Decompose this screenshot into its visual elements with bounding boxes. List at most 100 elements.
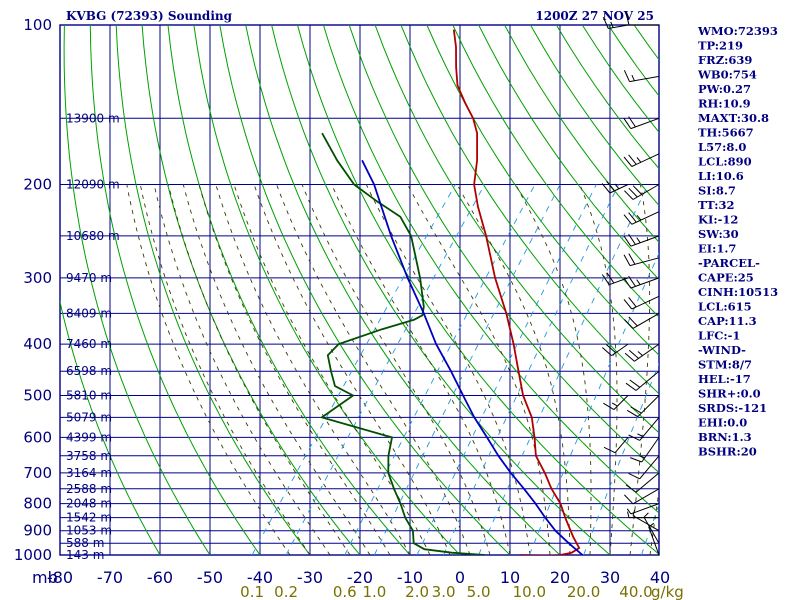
temperature-line (452, 29, 581, 555)
index-line: L57:8.0 (698, 140, 746, 154)
temperature-tick-label: -50 (197, 568, 223, 587)
pressure-tick-label: 500 (23, 387, 52, 405)
wind-barb-flag (606, 344, 617, 354)
wind-barb-flag (623, 277, 632, 289)
wind-barb-flag (624, 352, 635, 362)
height-label: 3164 m (66, 466, 112, 480)
height-label: 12090 m (66, 178, 120, 192)
dry-adiabat-line (271, 25, 611, 555)
wind-barb-half (638, 455, 645, 459)
index-line: LFC:-1 (698, 329, 740, 343)
wind-barb-staff (630, 503, 660, 515)
height-label: 7460 m (66, 337, 112, 351)
mixing-ratio-line (251, 184, 456, 555)
temperature-tick-label: 40 (650, 568, 670, 587)
wind-barb-staff (631, 153, 660, 167)
wind-barb-flag (629, 379, 641, 388)
wind-barb-staff (631, 211, 660, 225)
wind-barb-flag (623, 299, 633, 310)
index-line: WMO:72393 (697, 24, 778, 38)
wind-barb-staff (629, 75, 660, 83)
index-line: CINH:10513 (698, 285, 778, 299)
mixing-ratio-lines (251, 184, 659, 555)
height-labels: 13900 m 12090 m 10680 m 9470 m 8409 m 7460 m 6… (66, 111, 120, 562)
height-label: 5079 m (66, 410, 112, 424)
height-label: 13900 m (66, 111, 120, 125)
height-label: 2048 m (66, 497, 112, 511)
height-label: 4399 m (66, 430, 112, 444)
pressure-tick-label: 800 (23, 495, 52, 513)
wind-barb-staff (614, 437, 629, 454)
mixing-ratio-tick-label: 40.0 (619, 583, 652, 600)
temperature-tick-label: 0 (455, 568, 465, 587)
wind-barb-flag (628, 233, 636, 245)
wind-barb-staff (639, 455, 660, 480)
wind-barb-flag (623, 118, 632, 129)
wind-barb-staff (611, 343, 629, 357)
height-label: 3758 m (66, 449, 112, 463)
index-line: MAXT:30.8 (698, 111, 769, 125)
dry-adiabat-line (60, 299, 161, 555)
wind-barb-flag (623, 156, 633, 167)
moist-adiabat-line (253, 184, 451, 555)
index-line: PW:0.27 (698, 82, 751, 96)
moist-adiabat-line (167, 184, 351, 555)
temperature-tick-label: 30 (600, 568, 620, 587)
wind-barb-flag (628, 116, 636, 128)
wind-barb-half (637, 351, 643, 356)
pressure-tick-label: 1000 (14, 546, 52, 564)
height-label: 588 m (66, 536, 104, 550)
moist-adiabat-line (456, 184, 571, 555)
index-line: LCL:615 (698, 300, 752, 314)
pressure-tick-label: 400 (23, 335, 52, 353)
wind-barb-flag (623, 214, 633, 225)
wind-barb-flag (628, 296, 637, 308)
wind-barb-staff (631, 295, 660, 310)
wind-barb-staff (613, 395, 629, 410)
index-line: SRDS:-121 (698, 401, 767, 415)
index-line: CAP:11.3 (698, 314, 757, 328)
index-line: SHR+:0.0 (698, 387, 761, 401)
wind-barb-staff (632, 515, 660, 532)
height-label: 143 m (66, 548, 104, 562)
wind-barb-flag (625, 12, 630, 26)
wind-barb-flag (628, 434, 640, 441)
moist-adiabat-line (407, 184, 551, 555)
wind-barb-staff (635, 370, 660, 391)
pressure-tick-label: 200 (23, 176, 52, 194)
pressure-grid (59, 24, 660, 556)
height-label: 8409 m (66, 306, 112, 320)
wind-barb-staff (635, 472, 660, 493)
temperature-tick-label: -10 (397, 568, 423, 587)
profile-series (320, 29, 584, 555)
mixing-ratio-tick-label: 0.1 (240, 583, 264, 600)
moist-adiabat-line (153, 184, 331, 555)
wind-barb-half (614, 183, 620, 190)
wind-barb-flag (623, 235, 632, 247)
wind-barb-half (648, 522, 655, 528)
wind-barb-flag (632, 185, 643, 195)
moist-adiabat-line (579, 184, 618, 555)
mixing-ratio-tick-label: 2.0 (405, 583, 429, 600)
index-line: FRZ:639 (698, 53, 752, 67)
wind-barb-staff (608, 24, 629, 29)
mixing-ratio-tick-label: 1.0 (362, 583, 386, 600)
wind-barb-half (637, 433, 644, 437)
time-title: 1200Z 27 NOV 25 (535, 9, 654, 23)
moist-adiabats (126, 184, 659, 555)
index-line: HEL:-17 (698, 372, 751, 386)
temperature-tick-label: -70 (97, 568, 123, 587)
index-line: EI:1.7 (698, 242, 736, 256)
dry-adiabat-line (167, 25, 411, 555)
mixing-ratio-line (416, 184, 597, 555)
mixing-ratio-tick-label: 0.2 (274, 583, 298, 600)
index-line: -WIND- (698, 343, 746, 357)
temperature-tick-label: -30 (297, 568, 323, 587)
mixing-ratio-line (443, 184, 620, 555)
wind-barb-staff (634, 343, 660, 362)
wind-barb-staff (639, 417, 660, 441)
wind-barb-flag (601, 274, 610, 285)
wind-barb-flag (624, 494, 634, 505)
wind-barb-flag (628, 154, 637, 165)
